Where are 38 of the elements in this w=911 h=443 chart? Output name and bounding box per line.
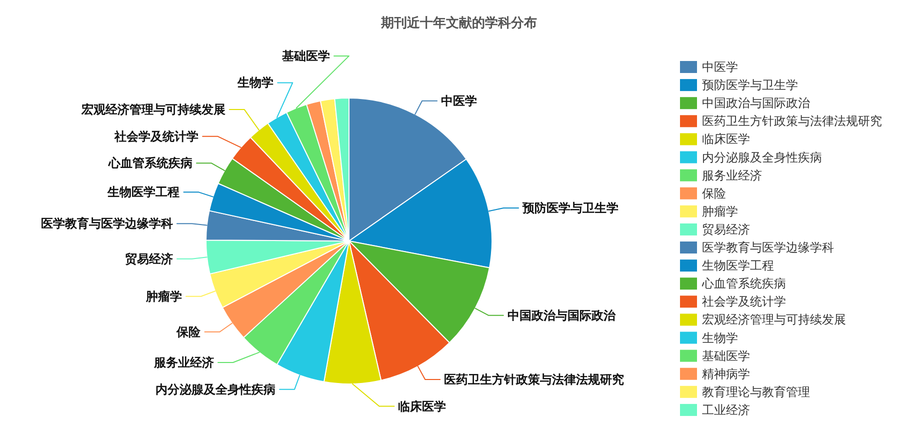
slice-label: 服务业经济 — [152, 356, 214, 370]
legend-label: 服务业经济 — [702, 168, 762, 182]
slice-label: 基础医学 — [281, 48, 330, 63]
legend-label: 临床医学 — [702, 132, 750, 146]
slice-label: 临床医学 — [398, 399, 446, 414]
legend-label: 工业经济 — [702, 402, 750, 417]
slice-label: 社会学及统计学 — [114, 129, 199, 144]
slice-label: 保险 — [176, 324, 202, 339]
legend-label: 中国政治与国际政治 — [702, 96, 810, 110]
legend-label: 基础医学 — [702, 348, 750, 363]
legend-label: 肿瘤学 — [702, 204, 738, 218]
slice-label: 心血管系统疾病 — [108, 156, 193, 170]
slice-label: 中国政治与国际政治 — [507, 308, 616, 322]
slice-label: 中医学 — [441, 94, 478, 108]
chart-title: 期刊近十年文献的学科分布 — [380, 14, 537, 30]
legend-label: 内分泌腺及全身性疾病 — [702, 150, 822, 164]
slice-label: 医学教育与医学边缘学科 — [40, 216, 173, 231]
legend-label: 中医学 — [702, 60, 738, 74]
slice-label: 宏观经济管理与可持续发展 — [80, 102, 226, 117]
legend-label: 预防医学与卫生学 — [702, 78, 798, 92]
slice-label: 医药卫生方针政策与法律法规研究 — [444, 372, 624, 386]
slice-label: 预防医学与卫生学 — [522, 200, 619, 215]
slice-label: 贸易经济 — [125, 252, 174, 266]
legend-label: 精神病学 — [702, 366, 750, 381]
legend-label: 保险 — [702, 186, 726, 200]
legend-label: 生物学 — [702, 330, 738, 345]
slice-label: 生物医学工程 — [106, 185, 180, 200]
slice-label: 内分泌腺及全身性疾病 — [156, 382, 276, 396]
legend-label: 生物医学工程 — [702, 258, 774, 273]
legend-label: 社会学及统计学 — [702, 294, 786, 309]
legend-label: 心血管系统疾病 — [701, 276, 786, 291]
slice-label: 肿瘤学 — [145, 289, 182, 304]
legend-label: 医学教育与医学边缘学科 — [702, 240, 834, 254]
legend-label: 教育理论与教育管理 — [702, 384, 810, 399]
legend-label: 医药卫生方针政策与法律法规研究 — [702, 114, 882, 128]
slice-label: 生物学 — [236, 76, 274, 90]
legend-label: 贸易经济 — [702, 222, 750, 236]
legend-label: 宏观经济管理与可持续发展 — [702, 312, 846, 327]
